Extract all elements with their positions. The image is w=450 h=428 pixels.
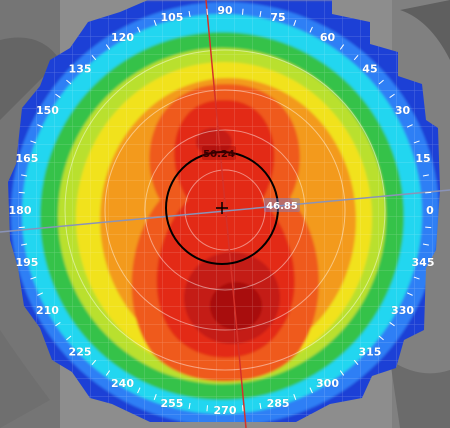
- degree-minor-tick: [339, 44, 345, 50]
- degree-minor-tick: [293, 20, 297, 26]
- degree-label: 210: [36, 304, 59, 317]
- degree-minor-tick: [353, 54, 359, 61]
- degree-minor-tick: [378, 79, 384, 85]
- degree-minor-tick: [406, 124, 413, 128]
- degree-label: 330: [391, 304, 414, 317]
- degree-label: 75: [270, 11, 285, 24]
- degree-minor-tick: [309, 26, 313, 33]
- degree-minor-tick: [137, 387, 141, 394]
- degree-minor-tick: [422, 174, 429, 177]
- degree-label: 240: [111, 377, 134, 390]
- degree-label: 60: [320, 31, 336, 44]
- degree-minor-tick: [206, 405, 208, 412]
- degree-label: 345: [412, 256, 435, 269]
- degree-label: 165: [16, 152, 39, 165]
- degree-label: 285: [267, 397, 290, 410]
- degree-minor-tick: [422, 243, 429, 246]
- degree-minor-tick: [21, 174, 28, 177]
- degree-label: 195: [16, 256, 39, 269]
- degree-minor-tick: [259, 402, 262, 410]
- degree-minor-tick: [55, 322, 61, 327]
- degree-minor-tick: [30, 276, 37, 280]
- degree-minor-tick: [406, 292, 413, 296]
- degree-label: 15: [415, 152, 430, 165]
- degree-minor-tick: [21, 243, 28, 246]
- degree-minor-tick: [18, 226, 25, 229]
- degree-scale: 0 15 30 45 60 75 90 105 120 135 150 165 180 195 210 225…: [8, 4, 435, 418]
- degree-minor-tick: [389, 93, 395, 98]
- degree-label: 180: [9, 204, 32, 217]
- degree-minor-tick: [30, 140, 37, 144]
- steep-meridian-line: [205, 0, 247, 428]
- degree-minor-tick: [66, 335, 72, 341]
- degree-minor-tick: [242, 405, 244, 412]
- degree-minor-tick: [153, 394, 157, 400]
- degree-label: 120: [111, 31, 134, 44]
- degree-label: 45: [362, 63, 377, 76]
- degree-minor-tick: [153, 20, 157, 26]
- max-reading-label: 50.24: [203, 149, 235, 160]
- degree-minor-tick: [413, 276, 420, 280]
- degree-minor-tick: [66, 79, 72, 85]
- degree-minor-tick: [105, 44, 111, 50]
- degree-label: 0: [426, 204, 434, 217]
- degree-minor-tick: [18, 191, 25, 194]
- degree-minor-tick: [425, 226, 432, 229]
- degree-label: 105: [160, 11, 183, 24]
- degree-minor-tick: [378, 335, 384, 341]
- degree-label: 315: [358, 345, 381, 358]
- axis-reading-box: [264, 198, 300, 212]
- degree-minor-tick: [91, 54, 97, 61]
- degree-label: 225: [69, 345, 92, 358]
- degree-minor-tick: [137, 26, 141, 33]
- axis-reading-label: 46.85: [266, 201, 298, 212]
- degree-label: 30: [395, 104, 411, 117]
- degree-minor-tick: [188, 402, 191, 410]
- degree-minor-tick: [339, 370, 345, 376]
- flat-meridian-line: [0, 189, 450, 233]
- degree-minor-tick: [206, 8, 208, 15]
- degree-minor-tick: [353, 359, 359, 366]
- degree-label: 255: [160, 397, 183, 410]
- degree-label: 300: [316, 377, 339, 390]
- degree-minor-tick: [188, 10, 191, 18]
- degree-minor-tick: [37, 124, 44, 128]
- degree-minor-tick: [389, 322, 395, 327]
- degree-minor-tick: [259, 10, 262, 18]
- degree-minor-tick: [413, 140, 420, 144]
- degree-minor-tick: [309, 387, 313, 394]
- degree-minor-tick: [293, 394, 297, 400]
- degree-label: 270: [214, 404, 237, 417]
- degree-minor-tick: [55, 93, 61, 98]
- degree-minor-tick: [37, 292, 44, 296]
- degree-label: 150: [36, 104, 59, 117]
- central-zone-circle: [165, 151, 279, 265]
- degree-label: 90: [217, 4, 233, 17]
- degree-label: 135: [69, 63, 92, 76]
- degree-minor-tick: [425, 191, 432, 194]
- degree-minor-tick: [91, 359, 97, 366]
- max-reading-box: [202, 146, 236, 160]
- degree-minor-tick: [242, 8, 244, 15]
- concentric-rings: [64, 49, 386, 371]
- degree-minor-tick: [105, 370, 111, 376]
